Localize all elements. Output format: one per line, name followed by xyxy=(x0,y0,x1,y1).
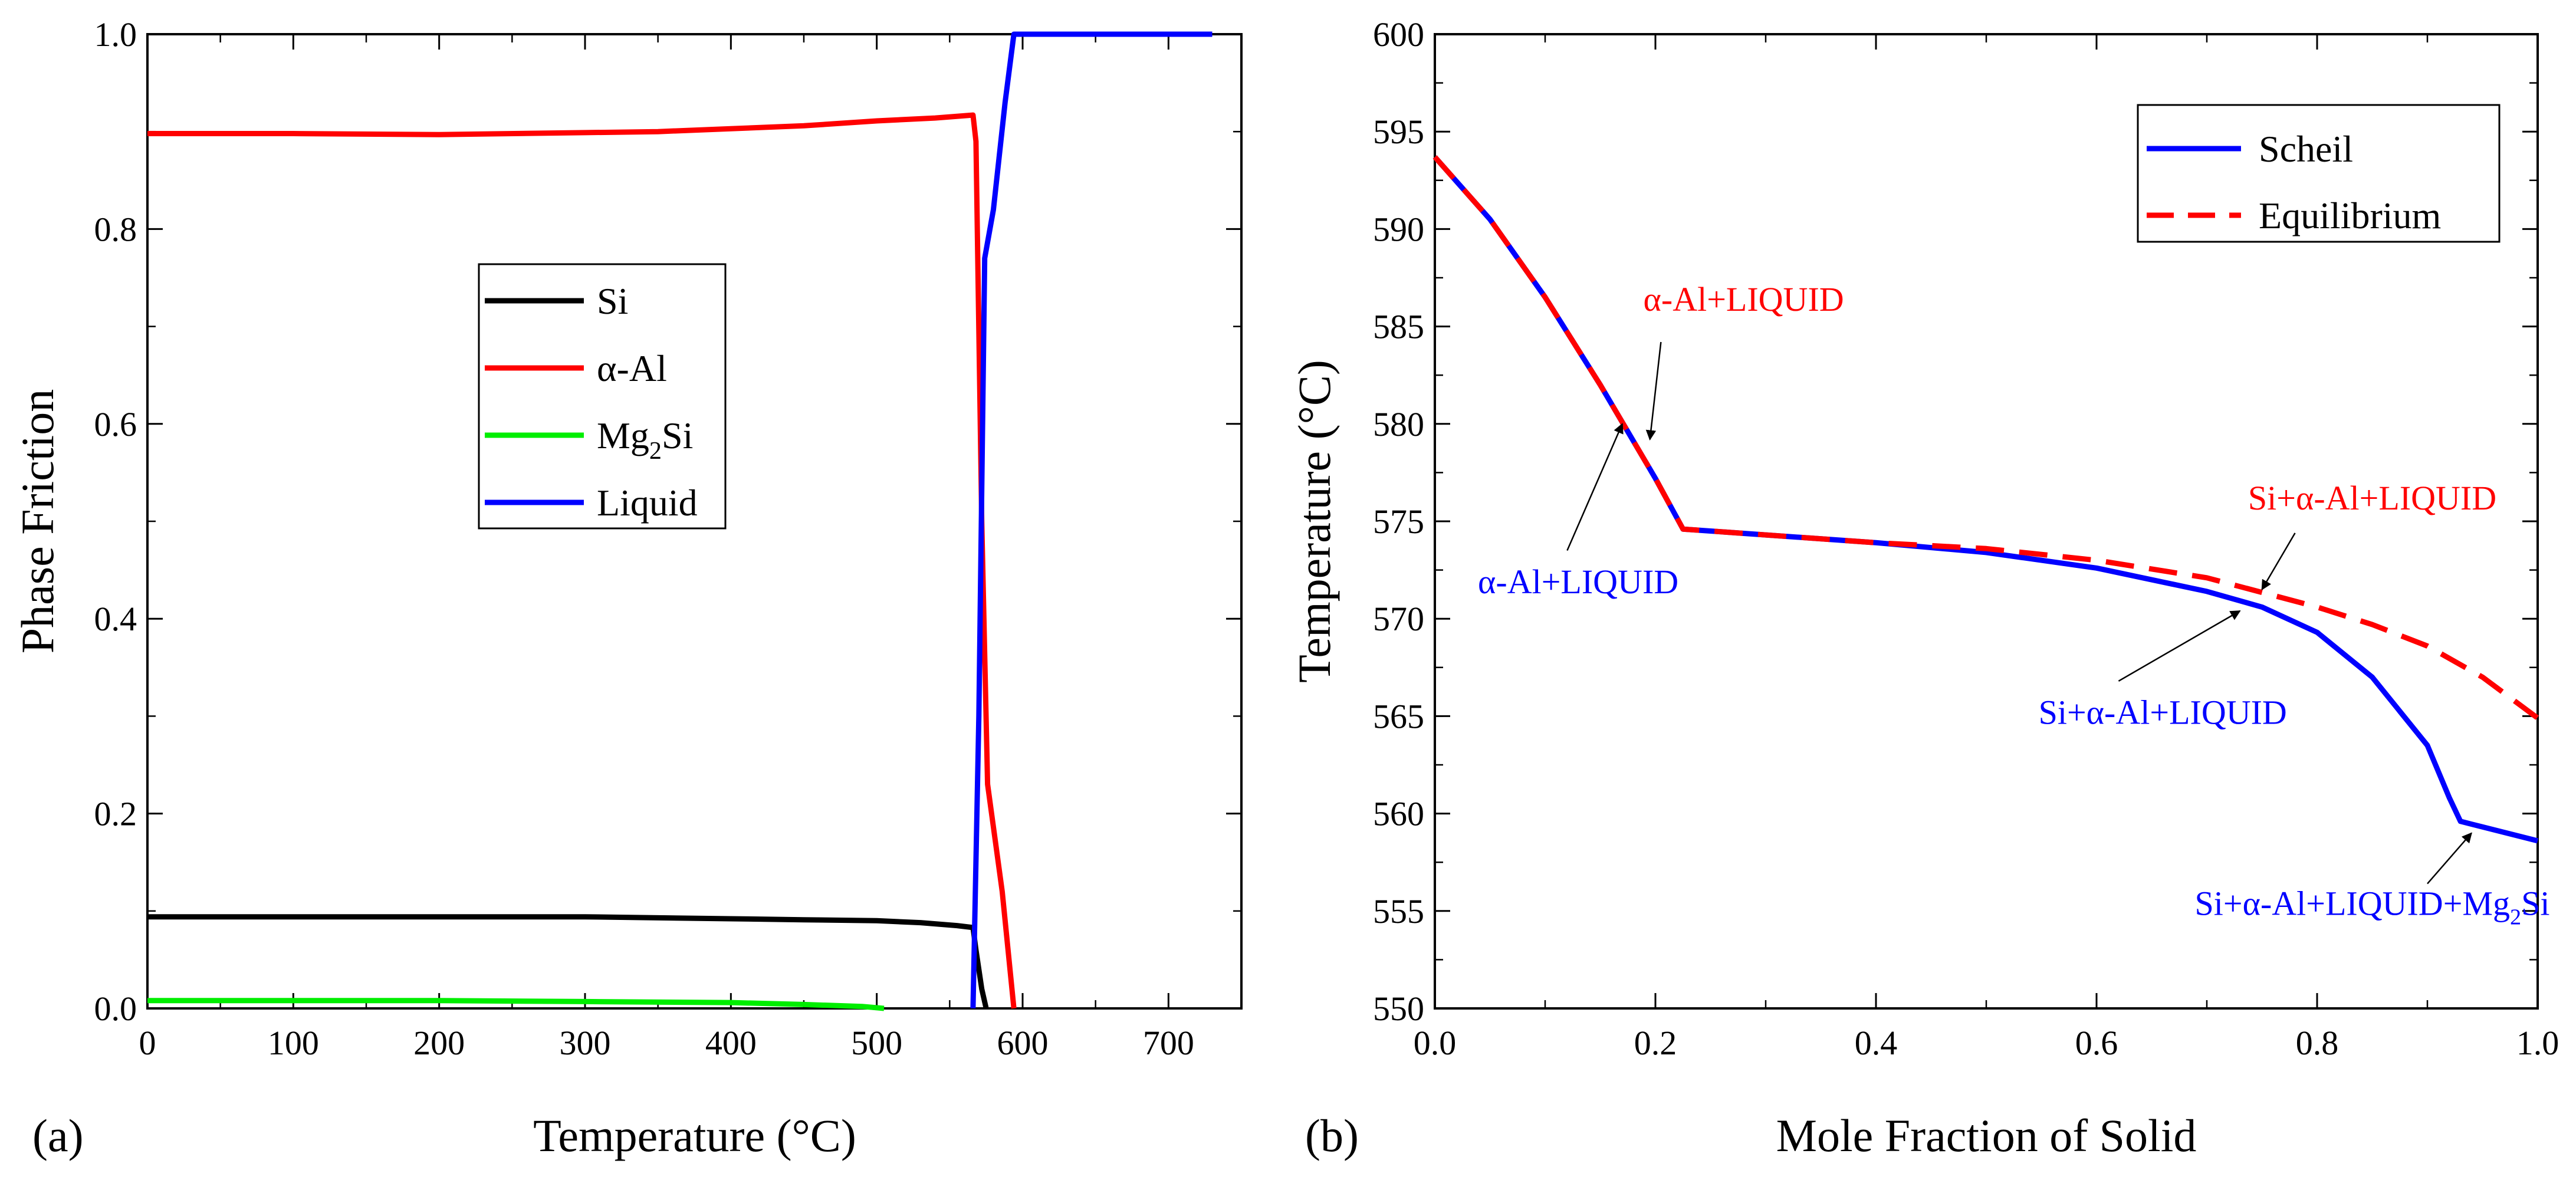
chart-a-series xyxy=(147,31,1213,1011)
chart-b-x-axis-label: Mole Fraction of Solid xyxy=(1776,1110,2197,1161)
series-line-liquid xyxy=(970,31,1213,1009)
chart-a-ticks: 0 100 200 300 400 500 600 700 0.0 0.2 0.4 0.6 0.8 1.0 xyxy=(94,15,1243,1062)
series-line-si xyxy=(147,914,989,1009)
ann-red-2-arrow xyxy=(2261,533,2296,591)
chart-b-x-tick-label: 0.2 xyxy=(1634,1024,1677,1062)
chart-b-annotations: α-Al+LIQUID α-Al+LIQUID Si+α-Al+LIQUID Si+α… xyxy=(1478,280,2549,929)
series-line-mg2si xyxy=(147,998,885,1011)
legend-label-si-main: Si xyxy=(597,280,628,322)
chart-b-panel-label: (b) xyxy=(1305,1110,1359,1161)
ann-blue-1-label-main: α-Al+LIQUID xyxy=(1478,563,1678,601)
ann-red-1-label: α-Al+LIQUID xyxy=(1644,280,1844,318)
chart-a-x-tick-label: 300 xyxy=(560,1024,611,1062)
ann-red-2-label-main: Si+α-Al+LIQUID xyxy=(2248,479,2496,517)
ann-blue-3-label-main: Si+α-Al+LIQUID+Mg xyxy=(2194,884,2510,922)
chart-b-y-tick-label: 600 xyxy=(1373,15,1424,54)
chart-a-y-tick-label: 0.8 xyxy=(94,210,137,248)
chart-b-y-tick-label: 580 xyxy=(1373,405,1424,443)
legend-label-mg2si: Mg2Si xyxy=(597,415,693,465)
ann-red-1-arrow xyxy=(1645,341,1662,441)
legend-label-equilibrium-main: Equilibrium xyxy=(2259,195,2441,236)
chart-a-legend-box xyxy=(478,263,727,530)
ann-blue-2-label-main: Si+α-Al+LIQUID xyxy=(2039,693,2287,732)
series-line-alpha-al xyxy=(147,112,1017,1009)
ann-blue-2-label: Si+α-Al+LIQUID xyxy=(2039,693,2287,732)
chart-a-y-axis-label: Phase Friction xyxy=(12,389,63,653)
chart-b-x-tick-label: 0.4 xyxy=(1855,1024,1898,1062)
chart-b-x-tick-label: 0.8 xyxy=(2296,1024,2339,1062)
chart-b-ticks: 0.0 0.2 0.4 0.6 0.8 1.0 550 555 560 565 570 575 580 5… xyxy=(1373,15,2559,1062)
chart-a-x-tick-label: 500 xyxy=(851,1024,902,1062)
ann-blue-1-label: α-Al+LIQUID xyxy=(1478,563,1678,601)
legend-label-equilibrium: Equilibrium xyxy=(2259,195,2441,236)
chart-b-y-tick-label: 555 xyxy=(1373,892,1424,931)
chart-b-legend: Scheil Equilibrium xyxy=(2137,104,2501,243)
series-line-equilibrium xyxy=(1432,155,2539,721)
chart-a-y-tick-label: 0.0 xyxy=(94,990,137,1028)
legend-label-si: Si xyxy=(597,280,628,322)
chart-b: 0.0 0.2 0.4 0.6 0.8 1.0 550 555 560 565 570 575 580 5… xyxy=(1289,15,2559,1161)
chart-b-y-tick-label: 565 xyxy=(1373,697,1424,735)
legend-label-mg2si-main: Mg xyxy=(597,415,649,456)
chart-a-y-tick-label: 1.0 xyxy=(94,15,137,54)
legend-label-liquid: Liquid xyxy=(597,482,698,524)
ann-blue-3-label-subscript: 2 xyxy=(2510,905,2521,930)
chart-b-y-tick-label: 550 xyxy=(1373,990,1424,1028)
chart-a: 0 100 200 300 400 500 600 700 0.0 0.2 0.4 0.6 0.8 1.0… xyxy=(12,15,1243,1161)
chart-a-x-tick-label: 600 xyxy=(997,1024,1049,1062)
ann-blue-3-arrow xyxy=(2427,832,2472,885)
legend-label-scheil-main: Scheil xyxy=(2259,128,2353,170)
ann-blue-2-arrow xyxy=(2118,610,2241,682)
chart-a-y-tick-label: 0.2 xyxy=(94,795,137,833)
chart-b-y-tick-label: 575 xyxy=(1373,502,1424,541)
chart-b-x-tick-label: 1.0 xyxy=(2516,1024,2559,1062)
chart-b-x-tick-label: 0.0 xyxy=(1414,1024,1457,1062)
chart-b-legend-box xyxy=(2137,104,2501,243)
chart-a-x-tick-label: 400 xyxy=(705,1024,757,1062)
chart-b-y-axis-label: Temperature (°C) xyxy=(1289,360,1340,683)
chart-a-x-tick-label: 100 xyxy=(268,1024,319,1062)
chart-b-x-tick-label: 0.6 xyxy=(2075,1024,2118,1062)
ann-blue-3-label: Si+α-Al+LIQUID+Mg2Si xyxy=(2194,884,2549,929)
legend-label-alpha-al-main: α-Al xyxy=(597,347,667,389)
chart-b-y-tick-label: 590 xyxy=(1373,210,1424,248)
chart-a-x-tick-label: 0 xyxy=(139,1024,156,1062)
chart-a-x-axis-label: Temperature (°C) xyxy=(533,1110,856,1161)
chart-b-y-tick-label: 595 xyxy=(1373,113,1424,151)
legend-label-mg2si-tail: Si xyxy=(662,415,693,456)
chart-a-x-tick-label: 200 xyxy=(413,1024,465,1062)
ann-red-2-label: Si+α-Al+LIQUID xyxy=(2248,479,2496,517)
legend-label-liquid-main: Liquid xyxy=(597,482,698,524)
chart-b-y-tick-label: 570 xyxy=(1373,600,1424,638)
ann-blue-1-arrow xyxy=(1566,423,1624,551)
chart-b-series xyxy=(1432,155,2539,844)
legend-label-scheil: Scheil xyxy=(2259,128,2353,170)
chart-a-x-tick-label: 700 xyxy=(1143,1024,1194,1062)
ann-blue-3-label-tail: Si xyxy=(2521,884,2549,922)
chart-a-panel-label: (a) xyxy=(32,1110,84,1161)
chart-a-y-tick-label: 0.4 xyxy=(94,600,137,638)
chart-b-y-tick-label: 585 xyxy=(1373,308,1424,346)
legend-label-mg2si-subscript: 2 xyxy=(649,437,662,465)
ann-red-1-label-main: α-Al+LIQUID xyxy=(1644,280,1844,318)
chart-b-y-tick-label: 560 xyxy=(1373,795,1424,833)
chart-a-y-tick-label: 0.6 xyxy=(94,405,137,443)
legend-label-alpha-al: α-Al xyxy=(597,347,667,389)
